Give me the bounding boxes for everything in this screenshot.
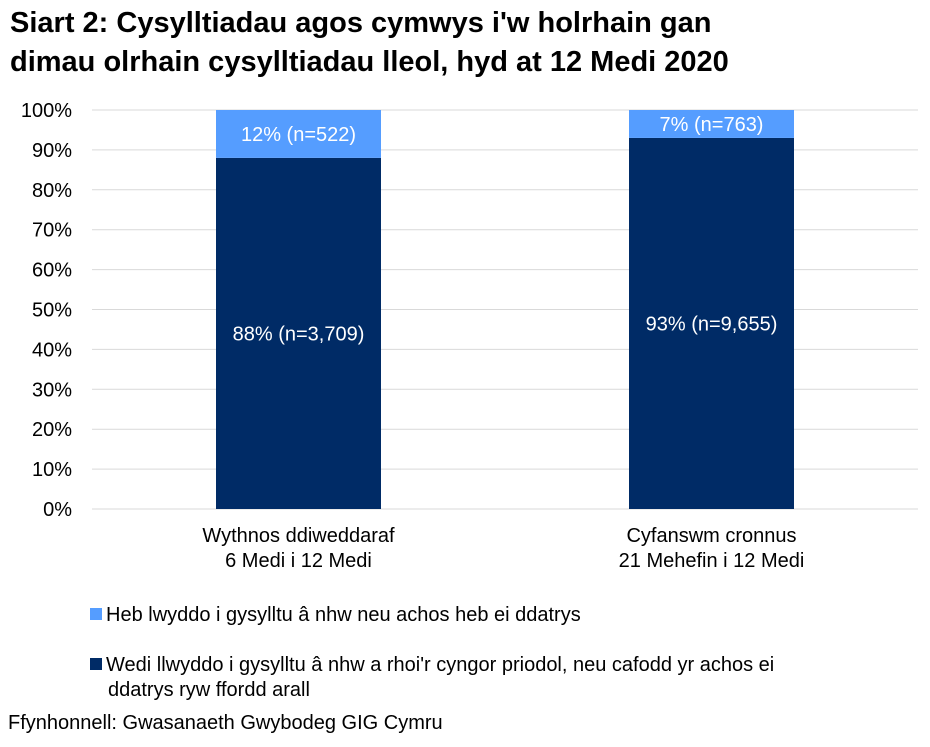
bar-chart: 0% 10% 20% 30% 40% 50% 60% 70% 80% 90% 100% 88% (n=…	[21, 100, 918, 572]
legend-swatch	[90, 608, 102, 620]
legend-swatch	[90, 658, 102, 670]
legend-label: ddatrys ryw ffordd arall	[108, 679, 310, 701]
legend-label: Wedi llwyddo i gysylltu â nhw a rhoi'r c…	[106, 654, 775, 676]
bar-segment	[629, 137, 794, 509]
y-tick-label: 90%	[32, 140, 72, 162]
bar-segment	[216, 157, 381, 509]
data-label: 88% (n=3,709)	[233, 323, 365, 345]
bar-segment	[216, 110, 381, 158]
title-line: dimau olrhain cysylltiadau lleol, hyd at…	[10, 46, 729, 78]
legend-item-reached: Wedi llwyddo i gysylltu â nhw a rhoi'r c…	[90, 653, 774, 703]
y-tick-label: 30%	[32, 379, 72, 401]
data-label: 93% (n=9,655)	[646, 313, 778, 335]
title-line: Siart 2: Cysylltiadau agos cymwys i'w ho…	[10, 7, 712, 39]
chart-title: Siart 2: Cysylltiadau agos cymwys i'w ho…	[10, 4, 920, 82]
y-tick-label: 80%	[32, 180, 72, 202]
x-tick-label: 6 Medi i 12 Medi	[225, 550, 372, 572]
x-tick-label: 21 Mehefin i 12 Medi	[619, 550, 805, 572]
y-tick-label: 70%	[32, 220, 72, 242]
y-tick-label: 20%	[32, 419, 72, 441]
data-label: 7% (n=763)	[660, 114, 764, 136]
x-tick-label: Wythnos ddiweddaraf	[202, 525, 395, 547]
data-label: 12% (n=522)	[241, 124, 356, 146]
x-tick-label: Cyfanswm cronnus	[626, 525, 796, 547]
y-tick-label: 60%	[32, 260, 72, 282]
y-tick-label: 100%	[21, 100, 72, 122]
bar-segment	[629, 110, 794, 138]
legend-label: Heb lwyddo i gysylltu â nhw neu achos he…	[106, 604, 581, 626]
legend-item-not-reached: Heb lwyddo i gysylltu â nhw neu achos he…	[90, 603, 581, 628]
y-tick-label: 40%	[32, 339, 72, 361]
y-tick-label: 0%	[43, 499, 72, 521]
y-tick-label: 50%	[32, 300, 72, 322]
y-tick-label: 10%	[32, 459, 72, 481]
source-note: Ffynhonnell: Gwasanaeth Gwybodeg GIG Cym…	[8, 712, 443, 734]
